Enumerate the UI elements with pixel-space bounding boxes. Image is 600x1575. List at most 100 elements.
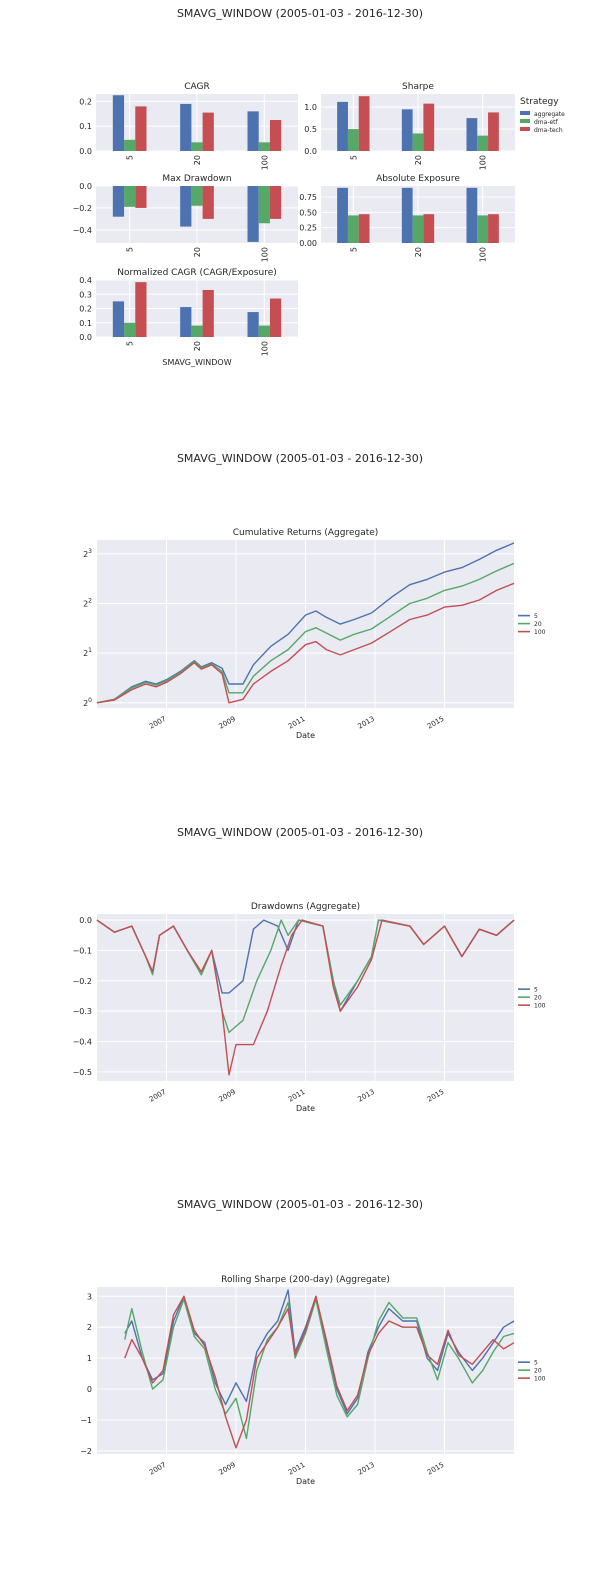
y-tick-label: 22 xyxy=(83,597,92,608)
x-tick-label: 100 xyxy=(260,341,269,356)
bar-panel-1: 0.0 0.1 0.2 5 20 100 CAGR xyxy=(79,82,298,170)
x-tick-label: 2013 xyxy=(357,1088,376,1104)
series-line-20 xyxy=(124,1298,515,1440)
series-line-100 xyxy=(96,919,515,1076)
y-tick-label: 0.4 xyxy=(79,276,92,285)
bar-dma-etf-100 xyxy=(477,215,489,243)
bar-panel-2: 0.00.51.05 20 100SharpeStrategyaggregatedm… xyxy=(304,82,565,170)
y-tick-label: 0.0 xyxy=(79,916,92,925)
x-tick-label: 2009 xyxy=(218,715,237,731)
legend-label-100: 100 xyxy=(534,629,546,636)
x-tick-label: 100 xyxy=(260,247,269,262)
x-tick-label: 2015 xyxy=(426,715,445,731)
legend-swatch-dma-etf xyxy=(520,119,530,123)
bar-dma-tech-100 xyxy=(269,298,282,337)
x-tick-label: 2009 xyxy=(218,1088,237,1104)
y-tick-label: 2 xyxy=(87,1323,92,1332)
x-tick-label: 2009 xyxy=(218,1461,237,1477)
bar-dma-tech-20 xyxy=(202,289,214,337)
y-tick-base: 2 xyxy=(83,550,88,559)
y-tick-label: −0.2 xyxy=(73,977,92,986)
bar-aggregate-20 xyxy=(401,187,413,243)
y-tick-label: 0.5 xyxy=(304,125,317,134)
bar-dma-etf-5 xyxy=(347,215,359,243)
bar-dma-tech-5 xyxy=(135,106,147,151)
bar-dma-tech-5 xyxy=(358,214,370,243)
bar-aggregate-5 xyxy=(112,95,125,151)
y-tick-base: 2 xyxy=(83,649,88,658)
x-tick-label: 2013 xyxy=(357,1461,376,1477)
bar-aggregate-20 xyxy=(401,109,413,151)
bar-dma-etf-20 xyxy=(191,142,203,151)
bar-dma-etf-100 xyxy=(477,135,489,151)
y-tick-label: −2 xyxy=(80,1447,92,1456)
bar-dma-tech-100 xyxy=(269,186,282,219)
series-line-20 xyxy=(96,562,515,704)
chart-title: Max Drawdown xyxy=(162,174,231,184)
x-tick-label: 5 xyxy=(126,341,135,346)
bar-dma-tech-5 xyxy=(358,96,370,151)
legend-label-5: 5 xyxy=(534,1360,538,1367)
bar-panel-4: 0.00 0.25 0.50 0.75 5 20 100 Absolute Exposure xyxy=(299,174,515,262)
x-tick-label: 2015 xyxy=(426,1461,445,1477)
legend-label-20: 20 xyxy=(534,1368,542,1375)
legend-label-5: 5 xyxy=(534,987,538,994)
chart-title: Absolute Exposure xyxy=(376,174,460,184)
bar-aggregate-20 xyxy=(180,103,192,151)
x-tick-label: 2011 xyxy=(287,715,306,731)
x-tick-label: 2013 xyxy=(357,715,376,731)
bar-dma-etf-20 xyxy=(412,133,424,151)
suptitle-3: SMAVG_WINDOW (2005-01-03 - 2016-12-30) xyxy=(176,826,424,839)
y-tick-label: 0.1 xyxy=(79,319,92,328)
y-tick-label: 21 xyxy=(83,647,92,658)
bar-dma-etf-5 xyxy=(124,322,136,337)
y-tick-base: 2 xyxy=(83,599,88,608)
y-tick-exponent: 1 xyxy=(88,647,92,654)
bar-aggregate-100 xyxy=(247,111,259,151)
bar-panel-3: 0.0 −0.2 −0.4 5 20 100 Max Drawdown xyxy=(73,174,298,262)
x-axis-label: Date xyxy=(296,1104,315,1113)
bar-aggregate-20 xyxy=(180,186,192,227)
legend-label-5: 5 xyxy=(534,613,538,620)
legend-label-dma-tech: dma-tech xyxy=(534,127,563,134)
bar-dma-tech-5 xyxy=(135,186,147,208)
suptitle-1: SMAVG_WINDOW (2005-01-03 - 2016-12-30) xyxy=(176,7,424,20)
y-tick-label: −0.1 xyxy=(73,946,92,955)
legend-title: Strategy xyxy=(520,97,559,107)
x-tick-label: 20 xyxy=(193,341,202,351)
x-tick-label: 5 xyxy=(349,155,358,160)
legend-label-20: 20 xyxy=(534,621,542,628)
chart-title: Sharpe xyxy=(402,82,434,92)
bar-aggregate-5 xyxy=(337,187,348,243)
x-tick-label: 2007 xyxy=(148,1088,167,1104)
x-tick-label: 2011 xyxy=(287,1461,306,1477)
series-line-100 xyxy=(96,582,515,704)
series-line-5 xyxy=(96,542,515,704)
bar-dma-etf-20 xyxy=(412,215,424,243)
y-tick-label: −0.5 xyxy=(73,1068,92,1077)
y-tick-exponent: 3 xyxy=(88,548,92,555)
line-panel-2: 0.0 −0.1 −0.2 −0.3 −0.4 −0.5 2007 2009 2011 2013 2… xyxy=(73,902,546,1113)
bar-aggregate-100 xyxy=(466,187,478,243)
y-tick-label: 0.0 xyxy=(79,147,92,156)
bar-aggregate-5 xyxy=(112,301,125,337)
x-tick-label: 100 xyxy=(479,155,488,170)
y-tick-label: 1.0 xyxy=(304,103,317,112)
y-tick-label: 3 xyxy=(87,1292,92,1301)
bar-dma-etf-20 xyxy=(191,186,203,206)
chart-title: Normalized CAGR (CAGR/Exposure) xyxy=(117,268,277,278)
y-tick-label: 20 xyxy=(83,697,92,708)
x-tick-label: 20 xyxy=(193,155,202,165)
x-tick-label: 2007 xyxy=(148,715,167,731)
y-tick-label: 23 xyxy=(83,548,92,559)
suptitle-2: SMAVG_WINDOW (2005-01-03 - 2016-12-30) xyxy=(176,452,424,465)
bar-dma-etf-100 xyxy=(258,325,270,337)
legend-label-aggregate: aggregate xyxy=(534,111,565,118)
bar-dma-tech-20 xyxy=(202,186,214,219)
y-tick-exponent: 0 xyxy=(88,697,92,704)
x-axis-label: Date xyxy=(296,731,315,740)
bar-dma-tech-100 xyxy=(488,112,499,151)
y-tick-label: 0.75 xyxy=(299,193,317,202)
bar-dma-etf-5 xyxy=(347,129,359,151)
